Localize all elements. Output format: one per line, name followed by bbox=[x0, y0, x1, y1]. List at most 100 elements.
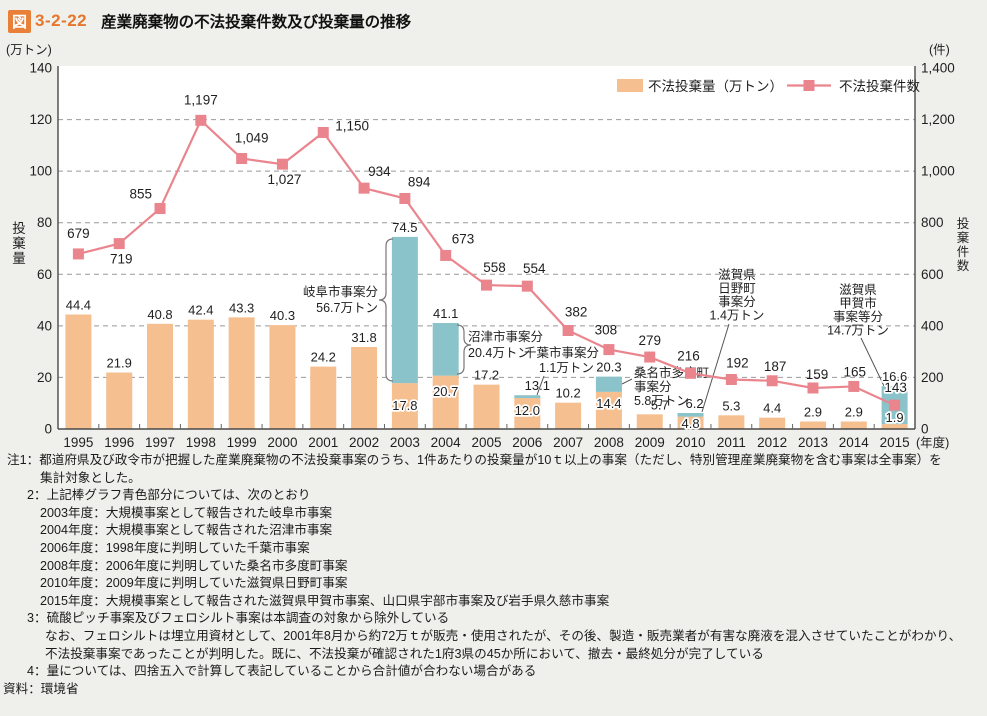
waste-dumping-chart: 0 20 40 60 80 100 120 140 0 200 400 600 800 1,000 1,20… bbox=[6, 43, 970, 450]
line-marker bbox=[848, 380, 860, 392]
note-line: 注1：都道府県及び政令市が把握した産業廃棄物の不法投棄事案のうち、1件あたりの投… bbox=[7, 453, 942, 467]
bar-total-label: 40.8 bbox=[147, 307, 172, 322]
line-marker bbox=[644, 351, 656, 363]
line-value-label: 165 bbox=[844, 364, 867, 379]
note-line: 4：量については、四捨五入で計算して表記していることから合計値が合わない場合があ… bbox=[27, 664, 537, 679]
bar-total-label: 74.5 bbox=[392, 220, 417, 235]
line-marker bbox=[154, 203, 166, 215]
annotation-koka: 甲賀市 bbox=[839, 296, 877, 311]
right-axis-tick: 600 bbox=[921, 267, 944, 282]
bar-large-case bbox=[595, 376, 622, 392]
line-value-label: 894 bbox=[408, 174, 431, 189]
line-marker bbox=[113, 238, 125, 250]
bar-base-label: 17.8 bbox=[392, 398, 417, 413]
annotation-chiba: 1.1万トン bbox=[539, 361, 594, 375]
bar-total-label: 13.1 bbox=[525, 378, 550, 393]
bar-total-label: 10.2 bbox=[555, 386, 580, 401]
year-label: 2014 bbox=[839, 435, 870, 450]
legend-bar-label: 不法投棄量（万トン） bbox=[648, 79, 783, 94]
line-marker bbox=[399, 192, 411, 204]
right-axis-tick: 200 bbox=[921, 370, 944, 385]
right-axis-tick: 1,200 bbox=[921, 112, 955, 127]
left-axis-tick: 40 bbox=[37, 318, 52, 333]
left-axis-title: 投 bbox=[12, 221, 26, 236]
bar-total-label: 4.4 bbox=[763, 401, 781, 416]
bar-total-label: 20.3 bbox=[596, 360, 621, 375]
year-label: 2005 bbox=[471, 435, 501, 450]
year-label: 2006 bbox=[512, 435, 542, 450]
line-value-label: 1,150 bbox=[335, 118, 369, 133]
bar-amount bbox=[514, 398, 541, 429]
footnotes: 注1：都道府県及び政令市が把握した産業廃棄物の不法投棄事案のうち、1件あたりの投… bbox=[0, 452, 987, 698]
line-marker bbox=[72, 248, 84, 260]
bar-large-case bbox=[677, 413, 704, 417]
bar-amount bbox=[228, 317, 255, 429]
line-value-label: 187 bbox=[764, 359, 787, 374]
left-axis-tick: 120 bbox=[29, 112, 52, 127]
note-line: 2003年度：大規模事案として報告された岐阜市事案 bbox=[40, 505, 333, 520]
left-axis-tick: 80 bbox=[37, 215, 52, 230]
year-label: 2009 bbox=[635, 435, 665, 450]
line-value-label: 192 bbox=[726, 355, 749, 370]
bar-amount bbox=[432, 375, 459, 429]
line-value-label: 216 bbox=[677, 348, 700, 363]
year-label: 2002 bbox=[349, 435, 379, 450]
right-axis-unit: (件) bbox=[929, 43, 950, 57]
bar-total-label: 41.1 bbox=[433, 306, 458, 321]
bar-amount bbox=[759, 417, 786, 429]
line-value-label: 554 bbox=[523, 261, 546, 276]
bar-amount bbox=[677, 416, 704, 429]
year-label: 2010 bbox=[676, 435, 706, 450]
bar-total-label: 6.2 bbox=[686, 396, 704, 411]
right-axis-title: 投 bbox=[957, 216, 970, 231]
bar-total-label: 44.4 bbox=[66, 298, 91, 313]
line-value-label: 1,197 bbox=[184, 92, 218, 107]
bar-amount bbox=[391, 383, 418, 429]
annotation-leader-line bbox=[621, 378, 633, 385]
right-axis-tick: 0 bbox=[921, 422, 929, 437]
line-value-label: 1,049 bbox=[235, 131, 269, 146]
note-line: 3：硫酸ピッチ事案及びフェロシルト事案は本調査の対象から除外している bbox=[27, 611, 450, 626]
year-label: 1996 bbox=[104, 435, 134, 450]
bar-total-label: 2.9 bbox=[804, 405, 822, 420]
bar-amount bbox=[799, 421, 826, 429]
bar-total-label: 21.9 bbox=[107, 356, 132, 371]
legend-line-marker bbox=[803, 80, 815, 91]
line-value-label: 1,027 bbox=[268, 172, 302, 187]
bar-large-case bbox=[391, 236, 418, 384]
note-line: 2：上記棒グラフ青色部分については、次のとおり bbox=[27, 488, 311, 503]
year-label: 2003 bbox=[390, 435, 420, 450]
left-axis-title: 棄 bbox=[12, 236, 26, 251]
line-marker bbox=[276, 158, 288, 170]
line-value-label: 558 bbox=[483, 260, 506, 275]
note-line: なお、フェロシルトは埋立用資材として、2001年8月から約72万ｔが販売・使用さ… bbox=[45, 628, 962, 643]
annotation-koka: 事案等分 bbox=[833, 309, 883, 324]
bar-base-label: 12.0 bbox=[515, 403, 540, 418]
line-value-label: 159 bbox=[806, 367, 829, 382]
line-marker bbox=[889, 399, 901, 411]
note-line: 2006年度：1998年度に判明していた千葉市事案 bbox=[40, 540, 310, 555]
year-label: 1999 bbox=[227, 435, 257, 450]
line-value-label: 143 bbox=[884, 380, 907, 395]
left-axis-tick: 20 bbox=[37, 370, 52, 385]
legend-bar-swatch bbox=[617, 79, 643, 92]
line-marker bbox=[236, 153, 248, 165]
figure-badge: 図 bbox=[8, 9, 31, 33]
bar-large-case bbox=[432, 323, 459, 376]
annotation-hino: 日野町 bbox=[718, 282, 756, 296]
figure-number: 3-2-22 bbox=[35, 11, 88, 30]
bar-total-label: 5.7 bbox=[651, 397, 669, 412]
right-axis-title: 数 bbox=[957, 258, 970, 273]
year-label: 2001 bbox=[308, 435, 338, 450]
bar-base-label: 1.9 bbox=[886, 410, 904, 425]
bar-amount bbox=[269, 325, 296, 429]
line-marker bbox=[562, 324, 574, 336]
year-label: 1995 bbox=[63, 435, 93, 450]
bar-amount bbox=[595, 391, 622, 429]
line-value-label: 673 bbox=[452, 231, 475, 246]
left-axis-tick: 100 bbox=[29, 164, 52, 179]
bar-amount bbox=[718, 415, 745, 429]
annotation-brace bbox=[456, 324, 472, 375]
annotation-koka: 14.7万トン bbox=[827, 324, 889, 338]
annotation-kuwana: 5.8万トン bbox=[634, 394, 689, 408]
